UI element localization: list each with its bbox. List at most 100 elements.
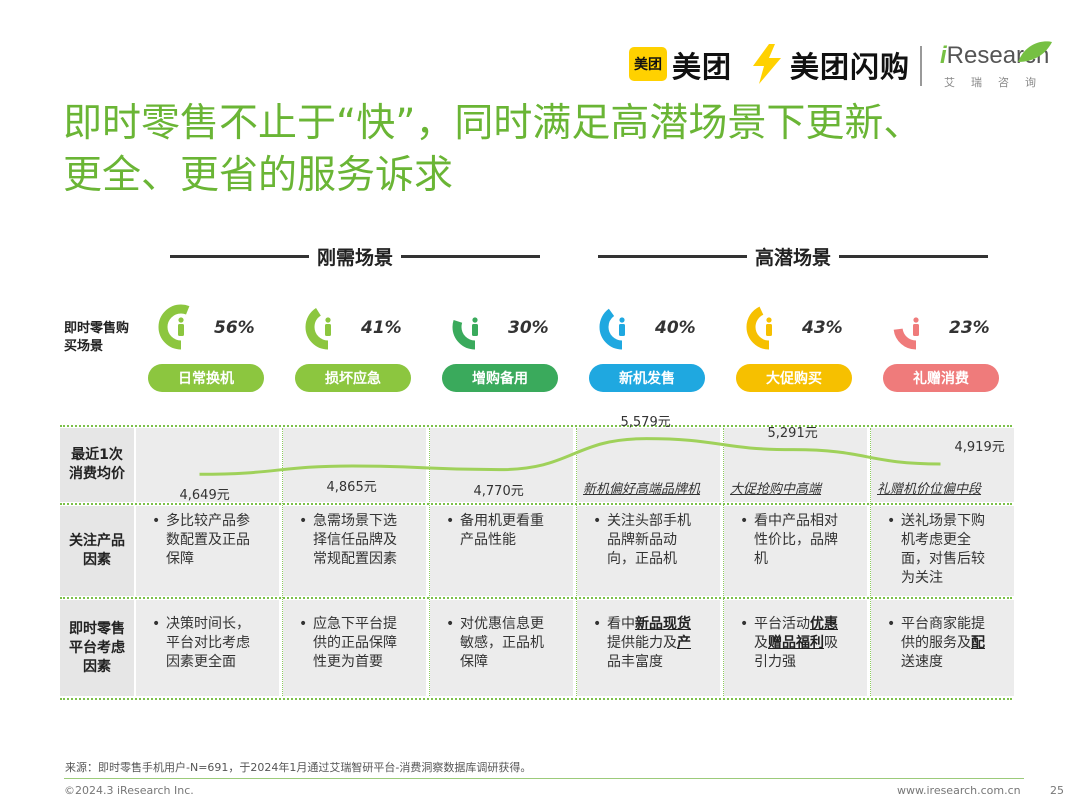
- product-factor-line: 关注头部手机: [607, 513, 691, 529]
- price-label: 5,291元: [767, 425, 818, 441]
- emphasis-text: 赠品福利: [768, 635, 824, 651]
- product-factor-text: • 急需场景下选 择信任品牌及 常规配置因素: [299, 512, 397, 569]
- emphasis-text: 新品现货: [635, 616, 691, 632]
- table-cell: [136, 428, 279, 502]
- table-cell: [136, 600, 279, 696]
- table-divider: [60, 503, 1012, 505]
- product-factor-line: 向，正品机: [607, 551, 677, 567]
- donut-gauge-icon: [305, 304, 351, 350]
- platform-factor-text: • 看中新品现货 提供能力及产 品丰富度: [593, 615, 691, 672]
- price-trend-path: [199, 437, 941, 476]
- product-factor-line: 保障: [166, 551, 194, 567]
- scenario-item: 56% 日常换机: [148, 296, 288, 396]
- table-divider: [60, 597, 1012, 599]
- bullet-icon: •: [593, 513, 602, 529]
- plain-text: 决策时间长，: [166, 616, 250, 632]
- iresearch-logo-subtitle: 艾瑞咨询: [944, 76, 1052, 89]
- platform-factor-text: • 决策时间长， 平台对比考虑 因素更全面: [152, 615, 250, 672]
- platform-factor-line: 看中新品现货: [607, 615, 691, 634]
- product-factor-line: 备用机更看重: [460, 513, 544, 529]
- donut-gauge-icon: [599, 304, 645, 350]
- plain-text: 对优惠信息更: [460, 616, 544, 632]
- platform-factor-line: 平台对比考虑: [166, 634, 250, 653]
- page-title-line-2: 更全、更省的服务诉求: [63, 153, 454, 198]
- platform-factor-line: 供的正品保障: [313, 634, 397, 653]
- table-divider: [576, 428, 577, 696]
- product-factor-line: 为关注: [901, 570, 943, 586]
- product-factor-line: 急需场景下选: [313, 513, 397, 529]
- platform-factor-line: 对优惠信息更: [460, 615, 544, 634]
- product-factor-text: • 备用机更看重 产品性能: [446, 512, 544, 550]
- scenario-percent: 56%: [214, 318, 255, 338]
- table-cell: [136, 506, 279, 596]
- row-label-platform: 即时零售平台考虑因素: [60, 600, 134, 696]
- table-cell: [430, 428, 573, 502]
- scenario-item: 43% 大促购买: [736, 296, 876, 396]
- meituan-logo-text: 美团: [672, 50, 733, 84]
- plain-text: 供的正品保障: [313, 635, 397, 651]
- scenario-item: 41% 损坏应急: [295, 296, 435, 396]
- price-trend-line: [199, 437, 941, 476]
- donut-arc: [452, 304, 498, 350]
- scenario-item: 30% 增购备用: [442, 296, 582, 396]
- plain-text: 品丰富度: [607, 654, 663, 670]
- iresearch-logo-i: i: [940, 42, 947, 69]
- platform-factor-line: 性更为首要: [313, 653, 397, 672]
- donut-arc: [746, 304, 792, 350]
- plain-text: 保障: [460, 654, 488, 670]
- section-rule: [598, 254, 747, 258]
- bullet-icon: •: [740, 616, 749, 632]
- platform-factor-text: • 平台活动优惠 及赠品福利吸 引力强: [740, 615, 838, 672]
- platform-factor-line: 提供能力及产: [607, 634, 691, 653]
- table-cell: [577, 600, 720, 696]
- product-factor-line: 数配置及正品: [166, 532, 250, 548]
- bullet-icon: •: [740, 513, 749, 529]
- table-cell: [724, 506, 867, 596]
- table-divider: [282, 428, 283, 696]
- product-factor-text: • 多比较产品参 数配置及正品 保障: [152, 512, 250, 569]
- product-factor-line: 择信任品牌及: [313, 532, 397, 548]
- table-divider: [60, 425, 1012, 427]
- emphasis-text: 产: [677, 635, 691, 651]
- plain-text: 供的服务及: [901, 635, 971, 651]
- plain-text: 平台活动: [754, 616, 810, 632]
- scenario-label-pill: 新机发售: [589, 364, 705, 392]
- price-label: 5,579元: [620, 414, 671, 430]
- price-label: 4,865元: [326, 480, 377, 495]
- meituan-logo-mark: 美团: [629, 47, 667, 81]
- person-icon-body: [619, 324, 625, 336]
- product-factor-text: • 送礼场景下购 机考虑更全 面，对售后较 为关注: [887, 512, 985, 588]
- person-icon-head: [325, 317, 331, 323]
- donut-arc: [893, 304, 939, 350]
- bullet-icon: •: [299, 513, 308, 529]
- table-cell: [871, 506, 1014, 596]
- product-factor-text: • 关注头部手机 品牌新品动 向，正品机: [593, 512, 691, 569]
- plain-text: 应急下平台提: [313, 616, 397, 632]
- row-label-product: 关注产品因素: [60, 506, 134, 596]
- leaf-icon: [1018, 41, 1052, 62]
- emphasis-text: 配: [971, 635, 985, 651]
- scenario-label-pill: 增购备用: [442, 364, 558, 392]
- person-icon-head: [766, 317, 772, 323]
- table-cell: [871, 600, 1014, 696]
- scenario-percent: 23%: [949, 318, 990, 338]
- row-label-price: 最近1次消费均价: [60, 428, 134, 502]
- row-label-price-text: 最近1次消费均价: [69, 447, 125, 482]
- bullet-icon: •: [593, 616, 602, 632]
- person-icon-head: [472, 317, 478, 323]
- row-label-product-text: 关注产品因素: [69, 533, 125, 568]
- platform-factor-line: 保障: [460, 653, 544, 672]
- platform-factor-line: 决策时间长，: [166, 615, 250, 634]
- logo-divider: [920, 46, 922, 86]
- scenario-label-pill: 大促购买: [736, 364, 852, 392]
- plain-text: 平台对比考虑: [166, 635, 250, 651]
- section-rule: [839, 254, 989, 258]
- platform-factor-line: 供的服务及配: [901, 634, 985, 653]
- plain-text: 敏感，正品机: [460, 635, 544, 651]
- plain-text: 引力强: [754, 654, 796, 670]
- footer-rule: [64, 778, 1024, 779]
- section-header-rigid: 刚需场景: [170, 243, 541, 269]
- bullet-icon: •: [299, 616, 308, 632]
- platform-factor-text: • 应急下平台提 供的正品保障 性更为首要: [299, 615, 397, 672]
- donut-arc: [305, 304, 351, 350]
